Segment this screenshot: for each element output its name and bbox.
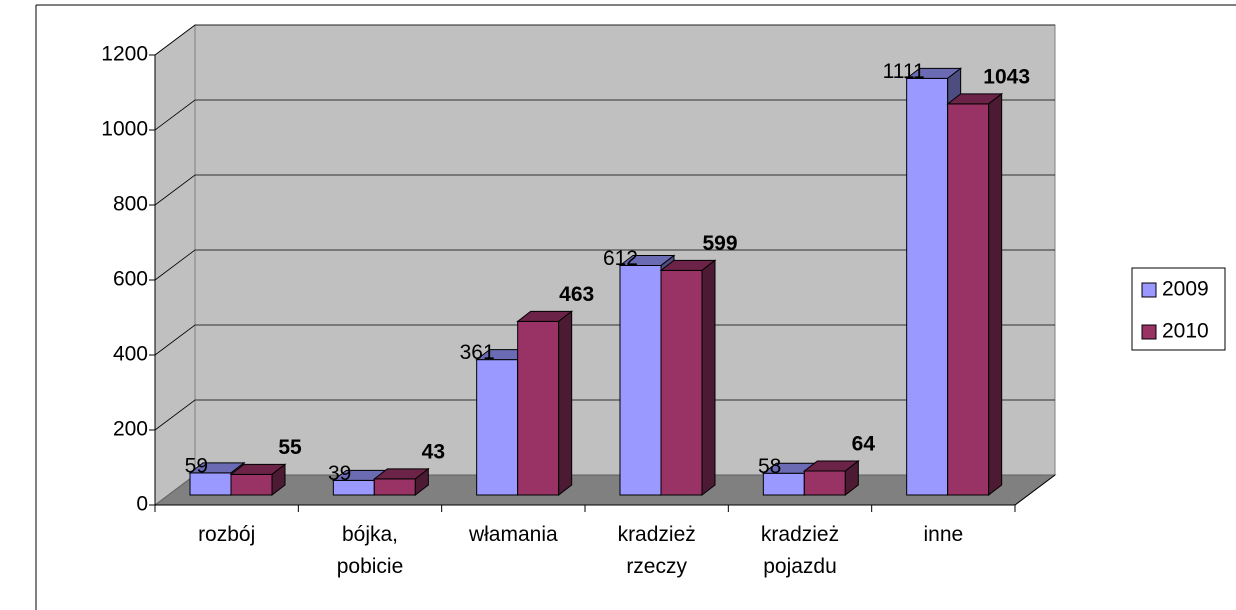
legend-swatch [1141, 282, 1157, 298]
x-tick-label: kradzież rzeczy [618, 523, 696, 578]
legend-label: 2010 [1162, 320, 1209, 343]
grid-line [154, 399, 1055, 431]
data-label: 1111 [883, 60, 925, 83]
grid [154, 24, 1055, 431]
y-tick-label: 200 [113, 418, 148, 441]
grid-line [154, 99, 1055, 131]
bar [619, 265, 662, 496]
grid-line [154, 249, 1055, 281]
data-label: 59 [185, 454, 208, 477]
x-tick-label: kradzież pojazdu [761, 523, 839, 578]
bar [906, 77, 949, 496]
data-label: 55 [278, 436, 302, 459]
bar-side [271, 463, 286, 497]
bar-side [844, 459, 859, 497]
bar [517, 320, 560, 496]
bar-side [414, 467, 429, 497]
grid-line [154, 324, 1055, 356]
legend-swatch [1141, 324, 1157, 340]
y-tick-label: 0 [136, 493, 148, 516]
data-label: 64 [852, 433, 876, 456]
data-label: 39 [328, 462, 351, 485]
legend-label: 2009 [1162, 278, 1209, 301]
bars [188, 67, 1004, 497]
x-tick-label: inne [923, 523, 963, 546]
bar [803, 470, 846, 496]
data-label: 612 [603, 247, 638, 270]
x-tick-label: bójka, pobicie [337, 523, 404, 578]
bar [660, 269, 703, 496]
grid-line [154, 24, 1055, 56]
data-label: 43 [422, 440, 445, 463]
grid-line [154, 174, 1055, 206]
data-label: 463 [559, 283, 594, 306]
bar-side [701, 259, 716, 497]
bar-side [558, 310, 573, 497]
y-tick-label: 1000 [101, 118, 148, 141]
data-label: 361 [460, 341, 495, 364]
bar-side [988, 92, 1003, 497]
y-tick-label: 1200 [101, 43, 148, 66]
bar [947, 103, 990, 496]
x-tick-label: rozbój [198, 523, 255, 546]
bar [230, 473, 273, 496]
y-tick-label: 600 [113, 268, 148, 291]
data-label: 599 [702, 232, 737, 255]
data-label: 1043 [983, 65, 1030, 88]
bar [373, 478, 416, 496]
y-tick-label: 400 [113, 343, 148, 366]
bar [476, 359, 519, 496]
y-tick-label: 800 [113, 193, 148, 216]
data-label: 58 [758, 455, 781, 478]
x-tick-label: włamania [468, 523, 558, 546]
